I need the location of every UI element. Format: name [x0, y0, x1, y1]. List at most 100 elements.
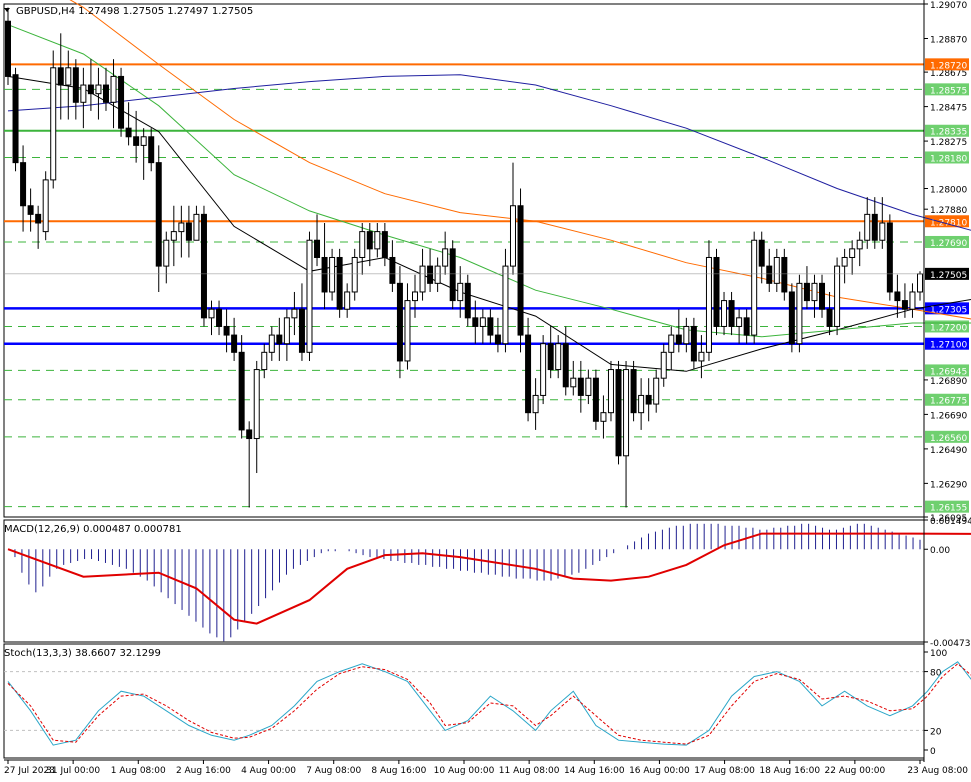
candle-body: [638, 394, 645, 414]
candle-body: [133, 136, 140, 146]
candle-body: [751, 239, 758, 336]
candle-body: [442, 248, 449, 267]
stoch-tick-label: 100: [930, 649, 947, 659]
macd-tick-label: 0.00: [930, 546, 950, 556]
stoch-frame: [3, 643, 925, 759]
candle-body: [95, 84, 102, 95]
candle-body: [223, 325, 230, 336]
candle-body: [509, 205, 516, 267]
candle-body: [721, 300, 728, 327]
candle-body: [283, 317, 290, 345]
time-tick-label: 7 Aug 08:00: [306, 766, 361, 776]
level-price-tag: [925, 337, 969, 350]
candle-body: [381, 231, 388, 258]
level-price-tag: [925, 364, 969, 377]
candle-body: [540, 343, 547, 396]
candle-body: [321, 256, 328, 293]
time-tick-label: 14 Aug 16:00: [564, 766, 625, 776]
candle-body: [246, 429, 253, 440]
candle-body: [366, 231, 373, 250]
candle-body: [856, 239, 863, 250]
candle-body: [110, 75, 117, 103]
candle-body: [660, 351, 667, 379]
moving-average-black: [7, 75, 971, 372]
level-price-tag: [925, 430, 969, 443]
candle-body: [819, 282, 826, 310]
candle-body: [50, 67, 57, 181]
candle-body: [231, 334, 238, 353]
candle-body: [555, 343, 562, 371]
price-tick-label: 1.28870: [930, 35, 967, 45]
candle-body: [178, 222, 185, 233]
price-tick-label: 1.26095: [930, 514, 967, 524]
time-tick-label: 4 Aug 00:00: [241, 766, 296, 776]
candle-body: [683, 325, 690, 345]
candle-body: [600, 412, 607, 422]
level-price-tag: [925, 83, 969, 96]
candle-body: [472, 317, 479, 327]
candle-body: [42, 179, 49, 233]
candle-body: [479, 317, 486, 327]
candle-body: [728, 300, 735, 327]
candle-body: [547, 343, 554, 371]
candle-body: [140, 136, 147, 146]
level-price-tag: [925, 124, 969, 137]
candle-body: [630, 369, 637, 414]
candle-body: [35, 213, 42, 224]
candle-body: [623, 369, 630, 457]
candle-body: [653, 377, 660, 405]
price-tick-label: 1.29070: [930, 1, 967, 11]
level-price-tag: [925, 393, 969, 406]
symbol-dropdown-icon[interactable]: [4, 8, 10, 12]
candle-body: [464, 282, 471, 319]
candle-body: [773, 256, 780, 284]
candle-body: [148, 136, 155, 164]
moving-average-navy: [7, 74, 971, 231]
candle-body: [487, 317, 494, 336]
time-tick-label: 8 Aug 16:00: [371, 766, 426, 776]
price-tick-label: 1.26890: [930, 377, 967, 387]
candle-body: [20, 162, 27, 207]
candle-body: [298, 308, 305, 353]
level-price-label: 1.27200: [930, 323, 967, 333]
candle-body: [12, 74, 19, 164]
candle-body: [615, 369, 622, 457]
candle-body: [713, 256, 720, 327]
candle-body: [502, 265, 509, 345]
candle-body: [788, 291, 795, 345]
candle-body: [389, 256, 396, 284]
candle-body: [125, 127, 132, 138]
stoch-tick-label: 0: [930, 747, 936, 757]
level-price-label: 1.26155: [930, 504, 967, 514]
candle-body: [170, 231, 177, 241]
candle-body: [901, 300, 908, 310]
candle-body: [412, 291, 419, 302]
candle-body: [351, 256, 358, 293]
candle-body: [796, 282, 803, 345]
candle-body: [336, 256, 343, 310]
level-price-tag: [925, 235, 969, 248]
stoch-panel: 100 80 20 0: [3, 643, 971, 759]
candle-body: [577, 377, 584, 396]
macd-header: MACD(12,26,9) 0.000487 0.000781: [4, 524, 182, 535]
candle-body: [668, 334, 675, 353]
candle-body: [826, 308, 833, 327]
candle-body: [276, 334, 283, 345]
current-price-label: 1.27505: [930, 271, 967, 281]
candle-body: [374, 231, 381, 250]
price-tick-label: 1.26690: [930, 411, 967, 421]
level-price-tag: [925, 215, 969, 228]
price-tick-label: 1.27880: [930, 206, 967, 216]
candle-body: [80, 84, 87, 103]
candle-body: [457, 282, 464, 302]
candle-body: [803, 282, 810, 302]
macd-tick-label: 0.001494: [930, 517, 971, 527]
stoch-signal-line: [7, 663, 971, 745]
candle-body: [841, 256, 848, 267]
time-tick-label: 16 Aug 00:00: [629, 766, 690, 776]
candle-body: [65, 67, 72, 86]
price-panel: 1.29070 1.28870 1.28675 1.28475 1.28275 1.280…: [3, 0, 971, 524]
macd-tick-label: -0.004738: [930, 639, 971, 649]
candle-body: [525, 334, 532, 414]
